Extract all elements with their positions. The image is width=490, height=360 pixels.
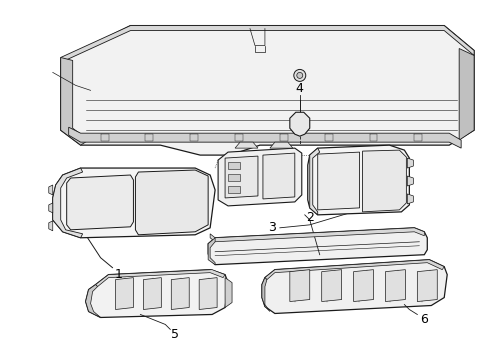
Polygon shape xyxy=(53,168,83,238)
Polygon shape xyxy=(144,278,161,310)
Polygon shape xyxy=(262,278,270,311)
Text: 5: 5 xyxy=(172,328,179,341)
Polygon shape xyxy=(386,270,405,302)
Polygon shape xyxy=(228,186,240,193)
Text: 2: 2 xyxy=(306,211,314,224)
Polygon shape xyxy=(265,260,444,280)
Text: 3: 3 xyxy=(268,221,276,234)
Polygon shape xyxy=(228,162,240,169)
Polygon shape xyxy=(363,150,406,212)
Polygon shape xyxy=(354,270,373,302)
Polygon shape xyxy=(61,58,89,145)
Polygon shape xyxy=(225,278,232,307)
Circle shape xyxy=(297,72,303,78)
Polygon shape xyxy=(262,260,447,314)
Polygon shape xyxy=(135,170,208,235)
Polygon shape xyxy=(208,228,427,265)
Polygon shape xyxy=(172,278,189,310)
Polygon shape xyxy=(308,145,409,215)
Text: 6: 6 xyxy=(420,313,428,326)
Polygon shape xyxy=(290,270,310,302)
Polygon shape xyxy=(116,278,133,310)
Polygon shape xyxy=(407,194,414,204)
Polygon shape xyxy=(53,168,215,238)
Polygon shape xyxy=(310,148,319,215)
Polygon shape xyxy=(96,270,225,287)
Polygon shape xyxy=(263,153,295,199)
Polygon shape xyxy=(322,270,342,302)
Polygon shape xyxy=(407,158,414,168)
Circle shape xyxy=(294,69,306,81)
Polygon shape xyxy=(235,142,258,148)
Polygon shape xyxy=(49,221,53,231)
Polygon shape xyxy=(290,112,310,136)
Polygon shape xyxy=(86,285,100,318)
Polygon shape xyxy=(417,270,437,302)
Polygon shape xyxy=(459,49,474,140)
Polygon shape xyxy=(199,278,217,310)
Polygon shape xyxy=(318,152,360,210)
Polygon shape xyxy=(228,174,240,181)
Polygon shape xyxy=(225,156,258,198)
Polygon shape xyxy=(67,175,133,230)
Text: 4: 4 xyxy=(296,82,304,95)
Polygon shape xyxy=(86,270,228,318)
Polygon shape xyxy=(49,203,53,213)
Polygon shape xyxy=(61,26,474,62)
Polygon shape xyxy=(49,185,53,195)
Polygon shape xyxy=(210,228,424,242)
Text: 1: 1 xyxy=(115,268,122,281)
Polygon shape xyxy=(208,238,215,265)
Polygon shape xyxy=(218,148,302,206)
Polygon shape xyxy=(270,142,293,148)
Polygon shape xyxy=(61,26,474,155)
Polygon shape xyxy=(407,176,414,186)
Polygon shape xyxy=(69,127,461,148)
